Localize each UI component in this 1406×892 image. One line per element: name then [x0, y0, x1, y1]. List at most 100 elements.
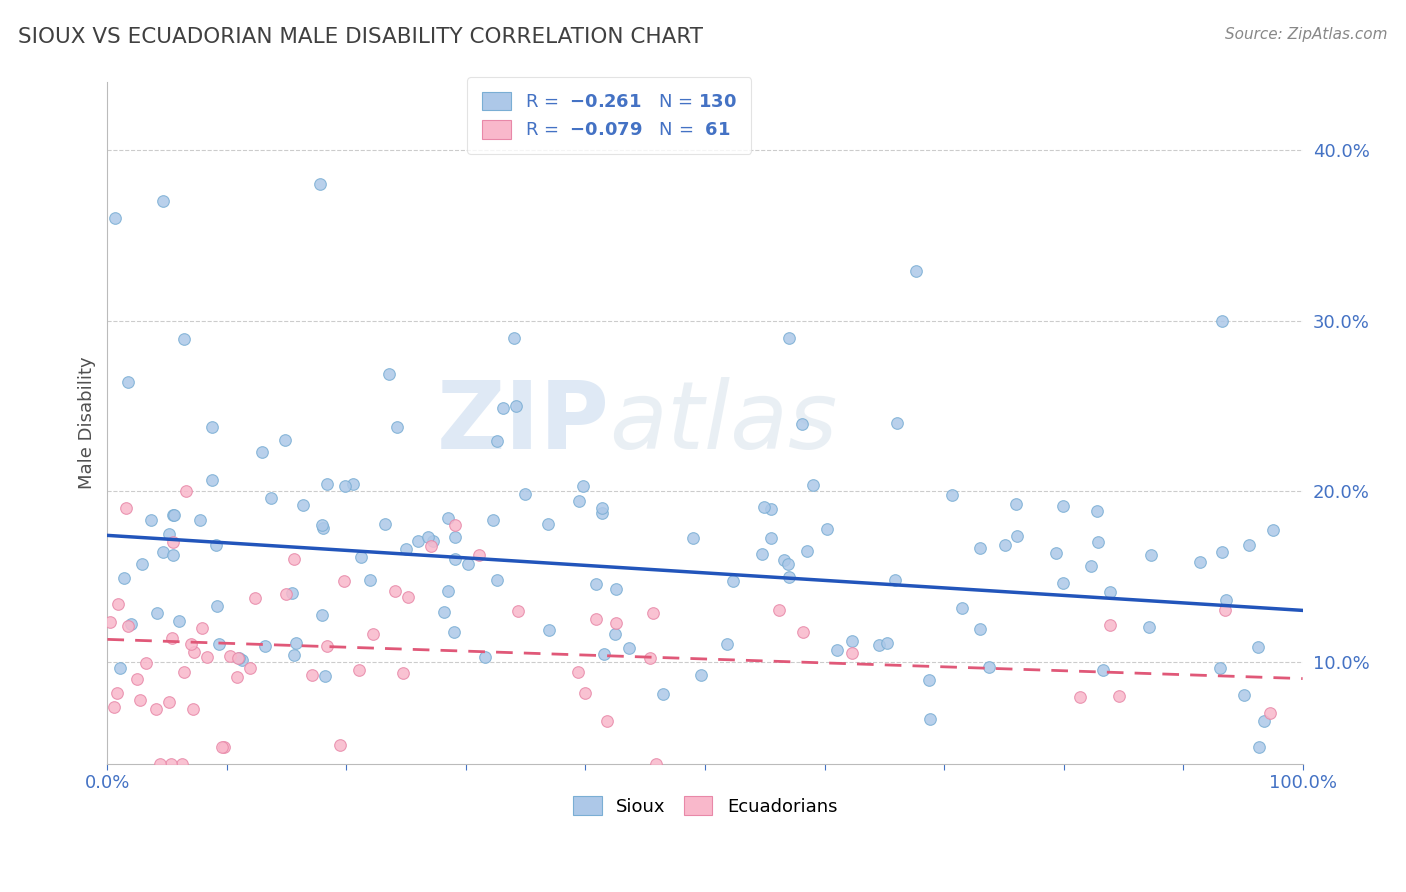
Point — [219, 649, 242, 664]
Point — [152, 545, 174, 559]
Point — [201, 474, 224, 488]
Text: Source: ZipAtlas.com: Source: ZipAtlas.com — [1225, 27, 1388, 42]
Point — [103, 700, 125, 714]
Point — [492, 401, 515, 415]
Point — [1091, 663, 1114, 677]
Point — [1211, 313, 1233, 327]
Point — [387, 419, 409, 434]
Point — [506, 604, 529, 618]
Point — [1215, 593, 1237, 607]
Point — [444, 518, 467, 533]
Point — [759, 531, 782, 545]
Point — [1108, 689, 1130, 703]
Point — [108, 661, 131, 675]
Point — [281, 586, 304, 600]
Point — [162, 508, 184, 522]
Point — [105, 686, 128, 700]
Point — [316, 639, 339, 653]
Point — [1087, 535, 1109, 549]
Point — [868, 639, 890, 653]
Point — [212, 739, 235, 754]
Point — [308, 177, 330, 191]
Point — [292, 498, 315, 512]
Point — [1099, 617, 1122, 632]
Point — [433, 605, 456, 619]
Point — [437, 584, 460, 599]
Point — [883, 573, 905, 587]
Point — [585, 612, 607, 626]
Point — [128, 693, 150, 707]
Point — [886, 416, 908, 430]
Point — [778, 570, 800, 584]
Point — [274, 433, 297, 447]
Point — [374, 517, 396, 532]
Point — [406, 533, 429, 548]
Point — [596, 714, 619, 728]
Point — [1263, 524, 1285, 538]
Point — [1080, 558, 1102, 573]
Point — [284, 636, 307, 650]
Point — [333, 574, 356, 589]
Point — [1139, 548, 1161, 562]
Point — [457, 558, 479, 572]
Point — [1007, 529, 1029, 543]
Point — [537, 517, 560, 532]
Point — [444, 530, 467, 544]
Point — [283, 552, 305, 566]
Point — [617, 640, 640, 655]
Point — [157, 695, 180, 709]
Point — [474, 649, 496, 664]
Point — [751, 547, 773, 561]
Point — [486, 573, 509, 587]
Point — [1045, 546, 1067, 560]
Point — [226, 651, 249, 665]
Point — [605, 627, 627, 641]
Point — [311, 517, 333, 532]
Point — [422, 533, 444, 548]
Point — [716, 637, 738, 651]
Point — [146, 606, 169, 620]
Point — [135, 657, 157, 671]
Point — [572, 479, 595, 493]
Point — [378, 367, 401, 381]
Point — [593, 647, 616, 661]
Point — [181, 702, 204, 716]
Point — [239, 661, 262, 675]
Point — [243, 591, 266, 605]
Text: atlas: atlas — [609, 377, 838, 468]
Point — [188, 513, 211, 527]
Point — [759, 502, 782, 516]
Point — [311, 607, 333, 622]
Point — [591, 500, 613, 515]
Point — [754, 500, 776, 514]
Point — [149, 756, 172, 771]
Point — [689, 667, 711, 681]
Point — [162, 548, 184, 562]
Point — [1260, 706, 1282, 720]
Point — [641, 607, 664, 621]
Point — [180, 638, 202, 652]
Point — [1052, 500, 1074, 514]
Point — [841, 633, 863, 648]
Point — [420, 539, 443, 553]
Point — [167, 614, 190, 628]
Point — [1237, 538, 1260, 552]
Point — [174, 484, 197, 499]
Point — [605, 615, 627, 630]
Point — [721, 574, 744, 588]
Point — [574, 686, 596, 700]
Point — [1098, 584, 1121, 599]
Point — [228, 651, 250, 665]
Point — [815, 522, 838, 536]
Point — [591, 506, 613, 520]
Point — [652, 687, 675, 701]
Point — [825, 643, 848, 657]
Point — [1189, 555, 1212, 569]
Point — [254, 639, 277, 653]
Point — [513, 487, 536, 501]
Y-axis label: Male Disability: Male Disability — [79, 357, 96, 489]
Point — [773, 553, 796, 567]
Point — [342, 477, 364, 491]
Point — [950, 601, 973, 615]
Point — [1233, 688, 1256, 702]
